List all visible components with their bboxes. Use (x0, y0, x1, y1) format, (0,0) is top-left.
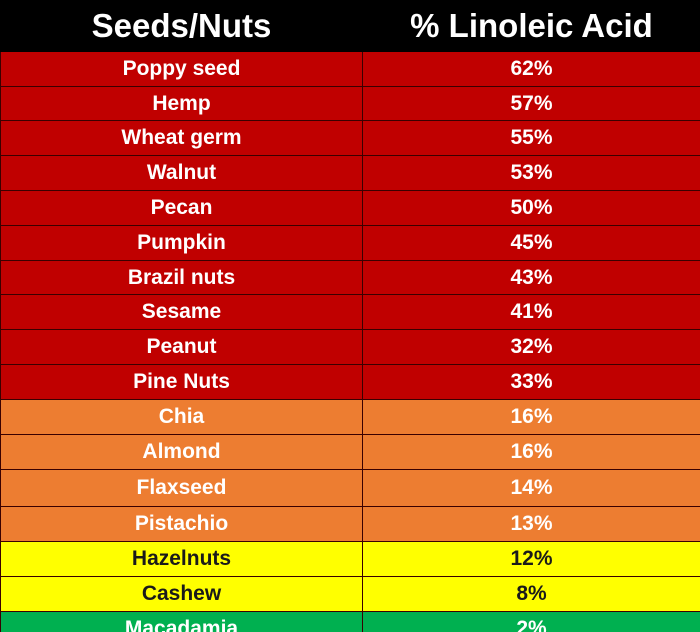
cell-linoleic-value: 32% (362, 329, 700, 365)
table-row: Flaxseed 14% (0, 469, 700, 507)
table-row: Walnut 53% (0, 155, 700, 191)
cell-seed-name: Poppy seed (0, 51, 363, 87)
cell-linoleic-value: 16% (362, 399, 700, 435)
cell-linoleic-value: 53% (362, 155, 700, 191)
table-row: Wheat germ 55% (0, 120, 700, 156)
cell-linoleic-value: 57% (362, 86, 700, 121)
cell-linoleic-value: 55% (362, 120, 700, 156)
cell-seed-name: Peanut (0, 329, 363, 365)
table-row: Peanut 32% (0, 329, 700, 365)
table-row: Cashew 8% (0, 576, 700, 612)
cell-seed-name: Chia (0, 399, 363, 435)
table-row: Poppy seed 62% (0, 51, 700, 87)
cell-seed-name: Brazil nuts (0, 260, 363, 295)
cell-seed-name: Hazelnuts (0, 541, 363, 577)
table-row: Brazil nuts 43% (0, 260, 700, 295)
column-header-linoleic-acid: % Linoleic Acid (362, 0, 700, 52)
cell-seed-name: Almond (0, 434, 363, 470)
cell-seed-name: Pecan (0, 190, 363, 226)
cell-seed-name: Wheat germ (0, 120, 363, 156)
table-row: Pine Nuts 33% (0, 364, 700, 400)
cell-linoleic-value: 45% (362, 225, 700, 261)
cell-seed-name: Sesame (0, 294, 363, 330)
cell-seed-name: Pine Nuts (0, 364, 363, 400)
cell-linoleic-value: 8% (362, 576, 700, 612)
table-row: Macadamia 2% (0, 611, 700, 632)
cell-seed-name: Flaxseed (0, 469, 363, 507)
table-row: Almond 16% (0, 434, 700, 470)
cell-linoleic-value: 62% (362, 51, 700, 87)
table-row: Sesame 41% (0, 294, 700, 330)
cell-linoleic-value: 43% (362, 260, 700, 295)
table-row: Hazelnuts 12% (0, 541, 700, 577)
column-header-seeds-nuts: Seeds/Nuts (0, 0, 363, 52)
table-row: Hemp 57% (0, 86, 700, 121)
cell-linoleic-value: 33% (362, 364, 700, 400)
cell-seed-name: Cashew (0, 576, 363, 612)
header-row: Seeds/Nuts % Linoleic Acid (0, 0, 700, 52)
table-header: Seeds/Nuts % Linoleic Acid (0, 0, 700, 52)
cell-seed-name: Macadamia (0, 611, 363, 632)
cell-seed-name: Hemp (0, 86, 363, 121)
cell-linoleic-value: 50% (362, 190, 700, 226)
table-row: Pecan 50% (0, 190, 700, 226)
cell-linoleic-value: 12% (362, 541, 700, 577)
cell-linoleic-value: 41% (362, 294, 700, 330)
cell-linoleic-value: 16% (362, 434, 700, 470)
cell-linoleic-value: 13% (362, 506, 700, 542)
cell-seed-name: Pumpkin (0, 225, 363, 261)
table-row: Pistachio 13% (0, 506, 700, 542)
table-row: Chia 16% (0, 399, 700, 435)
table-body: Poppy seed 62% Hemp 57% Wheat germ 55% Walnut 5… (0, 51, 700, 632)
cell-linoleic-value: 14% (362, 469, 700, 507)
cell-seed-name: Pistachio (0, 506, 363, 542)
cell-linoleic-value: 2% (362, 611, 700, 632)
cell-seed-name: Walnut (0, 155, 363, 191)
table-row: Pumpkin 45% (0, 225, 700, 261)
